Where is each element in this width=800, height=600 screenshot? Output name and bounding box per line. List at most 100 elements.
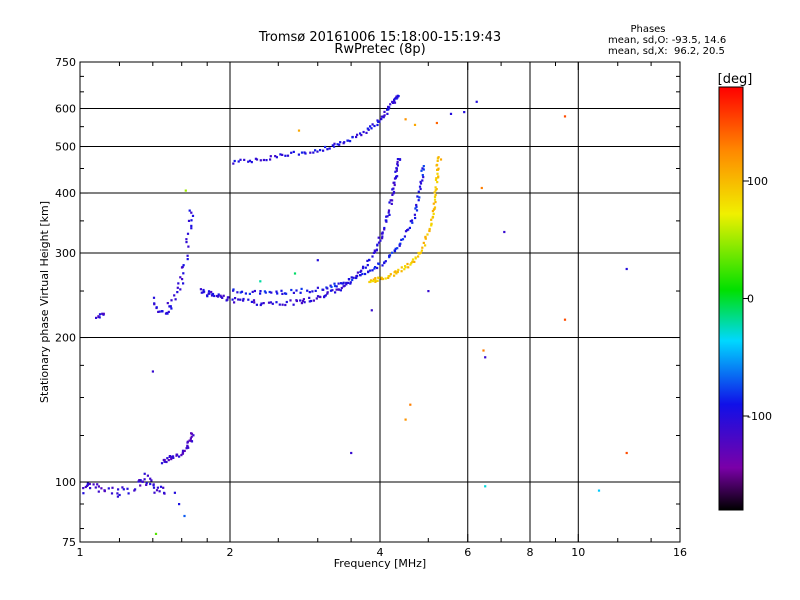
trace-point bbox=[152, 296, 156, 299]
trace-point bbox=[187, 446, 190, 449]
trace-point bbox=[97, 490, 100, 493]
trace-point bbox=[394, 270, 397, 273]
trace-point bbox=[302, 298, 305, 301]
trace-point bbox=[374, 266, 377, 269]
trace-point bbox=[362, 265, 365, 268]
trace-point bbox=[373, 249, 376, 252]
trace-point bbox=[181, 452, 184, 455]
trace-point bbox=[211, 293, 214, 296]
trace-point bbox=[252, 299, 256, 302]
stats-heading: Phases bbox=[630, 24, 665, 35]
trace-point bbox=[385, 219, 388, 222]
trace-point bbox=[269, 155, 272, 158]
y-tick-label: 400 bbox=[55, 187, 76, 200]
trace-point bbox=[316, 295, 320, 298]
trace-point bbox=[437, 167, 440, 170]
trace-point bbox=[356, 271, 359, 274]
scatter-point bbox=[484, 485, 487, 488]
trace-point bbox=[424, 237, 427, 240]
trace-point bbox=[285, 292, 288, 295]
trace-point bbox=[121, 486, 124, 489]
trace-point bbox=[100, 487, 103, 490]
trace-point bbox=[165, 460, 168, 464]
trace-point bbox=[232, 289, 235, 292]
trace-point bbox=[383, 110, 386, 113]
trace-point bbox=[421, 167, 424, 170]
trace-point bbox=[248, 292, 251, 295]
trace-point bbox=[322, 288, 325, 291]
trace-point bbox=[432, 212, 435, 215]
trace-point bbox=[176, 291, 179, 294]
trace-point bbox=[392, 190, 396, 194]
scatter-point bbox=[151, 370, 154, 373]
trace-point bbox=[217, 293, 220, 296]
trace-point bbox=[394, 170, 397, 173]
trace-point bbox=[366, 127, 369, 130]
trace-point bbox=[185, 241, 188, 244]
colorbar-tick-label: -100 bbox=[747, 410, 772, 423]
trace-point bbox=[391, 199, 394, 202]
trace-point bbox=[267, 301, 271, 304]
trace-point bbox=[342, 281, 345, 284]
scatter-point bbox=[484, 356, 487, 359]
trace-point bbox=[255, 303, 258, 306]
trace-point bbox=[98, 316, 101, 319]
trace-point bbox=[422, 241, 425, 244]
trace-point bbox=[326, 292, 329, 295]
trace-point bbox=[407, 266, 410, 269]
trace-point bbox=[314, 149, 317, 152]
trace-point bbox=[292, 291, 295, 294]
trace-point bbox=[393, 100, 396, 103]
trace-point bbox=[269, 301, 272, 304]
trace-point bbox=[369, 279, 373, 282]
trace-point bbox=[275, 156, 278, 159]
trace-point bbox=[367, 270, 370, 273]
trace-point bbox=[431, 210, 434, 213]
trace-point bbox=[187, 245, 190, 248]
trace-point bbox=[203, 290, 206, 293]
trace-point bbox=[187, 219, 191, 222]
scatter-point bbox=[350, 451, 353, 455]
scatter-point bbox=[482, 349, 485, 352]
trace-point bbox=[418, 196, 421, 199]
trace-point bbox=[259, 290, 262, 293]
scatter-point bbox=[475, 100, 478, 103]
trace-point bbox=[324, 294, 327, 297]
trace-point bbox=[133, 489, 136, 492]
trace-point bbox=[163, 492, 166, 495]
trace-point bbox=[248, 159, 252, 162]
trace-point bbox=[160, 310, 163, 313]
trace-point bbox=[328, 147, 331, 150]
trace-point bbox=[397, 268, 400, 271]
trace-point bbox=[271, 302, 274, 305]
scatter-point bbox=[503, 230, 506, 234]
trace-point bbox=[304, 152, 307, 155]
trace-point bbox=[372, 251, 375, 254]
trace-point bbox=[117, 488, 120, 491]
trace-point bbox=[351, 278, 354, 282]
y-axis-label: Stationary phase Virtual Height [km] bbox=[38, 201, 51, 403]
trace-point bbox=[295, 289, 298, 292]
trace-point bbox=[324, 145, 327, 149]
trace-point bbox=[85, 484, 89, 487]
trace-point bbox=[300, 287, 303, 290]
trace-point bbox=[369, 280, 372, 283]
trace-point bbox=[388, 275, 391, 278]
trace-point bbox=[259, 159, 262, 162]
trace-point bbox=[349, 282, 352, 285]
trace-point bbox=[422, 165, 425, 168]
trace-point bbox=[352, 276, 355, 279]
trace-point bbox=[378, 262, 381, 266]
trace-point bbox=[152, 486, 156, 489]
trace-point bbox=[247, 298, 250, 301]
trace-point bbox=[396, 270, 399, 274]
trace-point bbox=[347, 278, 350, 281]
trace-point bbox=[157, 310, 160, 313]
trace-point bbox=[180, 454, 183, 457]
trace-point bbox=[383, 261, 386, 265]
trace-point bbox=[152, 483, 155, 486]
trace-point bbox=[434, 189, 437, 192]
trace-point bbox=[372, 278, 375, 281]
trace-point bbox=[168, 305, 171, 308]
x-tick-label: 6 bbox=[464, 546, 471, 559]
